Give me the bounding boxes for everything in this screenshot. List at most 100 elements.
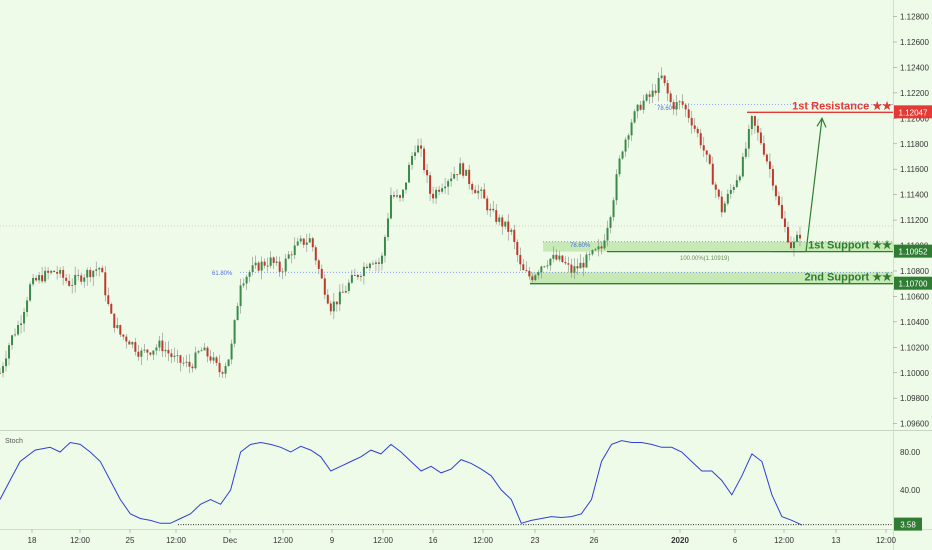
- time-tick-label: 13: [832, 536, 841, 545]
- time-tick-label: Dec: [223, 536, 237, 545]
- candle-body: [486, 198, 489, 211]
- candle-body: [606, 227, 609, 241]
- projection-arrowhead: [816, 117, 827, 128]
- candle-body: [125, 336, 128, 342]
- candle-body: [296, 241, 299, 246]
- candle-body: [278, 261, 281, 272]
- candle-body: [290, 254, 293, 256]
- candle-body: [53, 270, 56, 272]
- candle-body: [522, 264, 525, 271]
- support-zones: [530, 241, 893, 284]
- time-tick-label: 12:00: [774, 536, 795, 545]
- candle-body: [272, 257, 275, 263]
- candle-body: [302, 238, 305, 245]
- candle-body: [738, 176, 741, 181]
- price-tick-label: 1.10400: [900, 318, 929, 327]
- time-tick-label: 12:00: [166, 536, 187, 545]
- candle-body: [209, 356, 212, 361]
- candle-body: [92, 270, 95, 278]
- candle-body: [474, 189, 477, 194]
- time-tick-label: 2020: [671, 536, 689, 545]
- candle-body: [699, 133, 702, 146]
- candle-body: [128, 341, 131, 345]
- candle-body: [567, 263, 570, 265]
- candle-body: [450, 178, 453, 182]
- candle-body: [350, 274, 353, 283]
- candle-body: [308, 238, 311, 243]
- candle-body: [395, 195, 398, 197]
- candle-body: [405, 182, 408, 190]
- candle-body: [260, 261, 263, 271]
- candle-body: [35, 278, 38, 281]
- candle-body: [323, 278, 326, 295]
- candle-body: [792, 241, 795, 249]
- time-axis[interactable]: 18 12:00 25 12:00 Dec 12:00 9 12:00 16 12:00 23 26 2…: [28, 529, 897, 545]
- candle-body: [633, 111, 636, 123]
- candle-body: [176, 355, 179, 357]
- candle-body: [101, 267, 104, 273]
- candle-body: [783, 218, 786, 228]
- candle-body: [74, 274, 77, 285]
- candle-body: [600, 246, 603, 249]
- candle-body: [344, 290, 347, 293]
- candle-body: [191, 366, 194, 369]
- candle-body: [326, 294, 329, 304]
- candle-body: [693, 125, 696, 129]
- time-tick-label: 12:00: [876, 536, 897, 545]
- candle-body: [305, 242, 308, 245]
- candle-body: [113, 313, 116, 328]
- candle-body: [197, 351, 200, 353]
- candle-body: [218, 362, 221, 373]
- candle-body: [221, 372, 224, 374]
- support-label: 1st Support ★★: [808, 240, 892, 252]
- candle-body: [338, 291, 341, 305]
- price-axis[interactable]: 1.12800 1.12600 1.12400 1.12200 1.12000 1.118…: [893, 13, 929, 429]
- candle-body: [68, 280, 71, 286]
- candle-body: [504, 221, 507, 227]
- candle-body: [663, 75, 666, 84]
- candle-body: [480, 189, 483, 191]
- candle-body: [618, 158, 621, 175]
- candle-body: [164, 349, 167, 352]
- candle-body: [777, 196, 780, 205]
- candle-body: [347, 282, 350, 291]
- candle-body: [780, 204, 783, 219]
- candle-body: [465, 169, 468, 176]
- candle-body: [639, 104, 642, 110]
- candle-body: [380, 255, 383, 264]
- candle-body: [152, 350, 155, 355]
- candle-body: [254, 262, 257, 266]
- candle-body: [233, 320, 236, 344]
- level-price-tag-text: 1.10952: [899, 248, 928, 257]
- candle-body: [717, 189, 720, 197]
- candle-body: [762, 143, 765, 155]
- candle-body: [389, 195, 392, 219]
- candle-body: [293, 245, 296, 256]
- candle-body: [726, 193, 729, 204]
- time-tick-label: 16: [429, 536, 438, 545]
- candle-body: [314, 247, 317, 261]
- time-tick-label: 12:00: [473, 536, 494, 545]
- candle-body: [747, 129, 750, 149]
- candle-body: [167, 349, 170, 354]
- candle-body: [371, 263, 374, 265]
- candle-body: [23, 311, 26, 324]
- candle-body: [786, 227, 789, 243]
- candle-body: [624, 139, 627, 152]
- candle-body: [741, 156, 744, 177]
- candle-body: [71, 284, 74, 286]
- candle-body: [104, 272, 107, 296]
- time-tick-label: 12:00: [373, 536, 394, 545]
- candle-body: [645, 94, 648, 101]
- candle-body: [561, 255, 564, 263]
- candle-body: [456, 174, 459, 175]
- candle-body: [675, 101, 678, 110]
- time-tick-label: 23: [531, 536, 540, 545]
- candle-body: [756, 125, 759, 133]
- candle-body: [660, 75, 663, 79]
- level-price-tag-text: 1.10700: [899, 280, 928, 289]
- candle-body: [750, 116, 753, 130]
- stoch-value-tag: [894, 517, 922, 531]
- candle-body: [570, 264, 573, 273]
